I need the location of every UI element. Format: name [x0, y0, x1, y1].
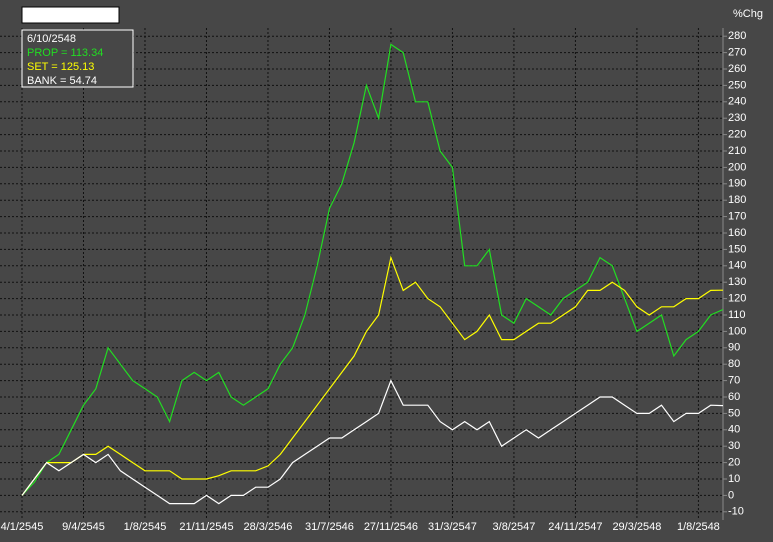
series-line [21, 255, 724, 496]
y-tick-label: 0 [728, 489, 734, 501]
y-tick-label: 80 [728, 358, 740, 370]
y-tick-label: 200 [728, 161, 746, 173]
legend-box [21, 29, 134, 88]
x-tick-label: 3/8/2547 [493, 521, 536, 533]
y-tick-label: 40 [728, 424, 740, 436]
x-tick-label: 28/3/2546 [243, 521, 292, 533]
input-box[interactable] [21, 6, 120, 24]
x-tick-label: 4/1/2545 [1, 521, 44, 533]
x-tick-label: 9/4/2545 [62, 521, 105, 533]
y-tick-label: 30 [728, 440, 740, 452]
y-tick-label: 270 [728, 47, 746, 59]
y-tick-label: 70 [728, 375, 740, 387]
y-tick-label: 10 [728, 473, 740, 485]
x-tick-label: 27/11/2546 [364, 521, 418, 533]
y-tick-label: 120 [728, 293, 746, 305]
y-tick-label: 20 [728, 457, 740, 469]
x-tick-label: 1/8/2548 [677, 521, 720, 533]
y-tick-label: 250 [728, 79, 746, 91]
y-tick-label: 160 [728, 227, 746, 239]
x-tick-label: 1/8/2545 [124, 521, 167, 533]
x-tick-label: 31/3/2547 [428, 521, 477, 533]
y-tick-label: 170 [728, 211, 746, 223]
y-tick-label: -10 [728, 506, 744, 518]
legend-entry: BANK = 54.74 [27, 75, 97, 87]
x-tick-label: 24/11/2547 [548, 521, 602, 533]
y-tick-label: 180 [728, 194, 746, 206]
x-tick-label: 31/7/2546 [305, 521, 354, 533]
y-tick-label: 130 [728, 276, 746, 288]
legend-entry: PROP = 113.34 [27, 47, 103, 59]
y-tick-label: 260 [728, 63, 746, 75]
y-tick-label: 210 [728, 145, 746, 157]
y-tick-label: 60 [728, 391, 740, 403]
x-tick-label: 21/11/2545 [179, 521, 233, 533]
y-axis-label: %Chg [733, 8, 763, 20]
legend-title: 6/10/2548 [27, 33, 76, 45]
y-tick-label: 220 [728, 129, 746, 141]
x-tick-label: 29/3/2548 [612, 521, 661, 533]
y-tick-label: 230 [728, 112, 746, 124]
y-tick-label: 190 [728, 178, 746, 190]
series-line [21, 379, 724, 505]
y-tick-label: 140 [728, 260, 746, 272]
y-tick-label: 50 [728, 407, 740, 419]
legend-entry: SET = 125.13 [27, 61, 94, 73]
series-line [21, 43, 724, 496]
y-tick-label: 150 [728, 243, 746, 255]
y-tick-label: 240 [728, 96, 746, 108]
y-tick-label: 280 [728, 30, 746, 42]
y-tick-label: 110 [728, 309, 746, 321]
y-tick-label: 100 [728, 325, 746, 337]
y-tick-label: 90 [728, 342, 740, 354]
